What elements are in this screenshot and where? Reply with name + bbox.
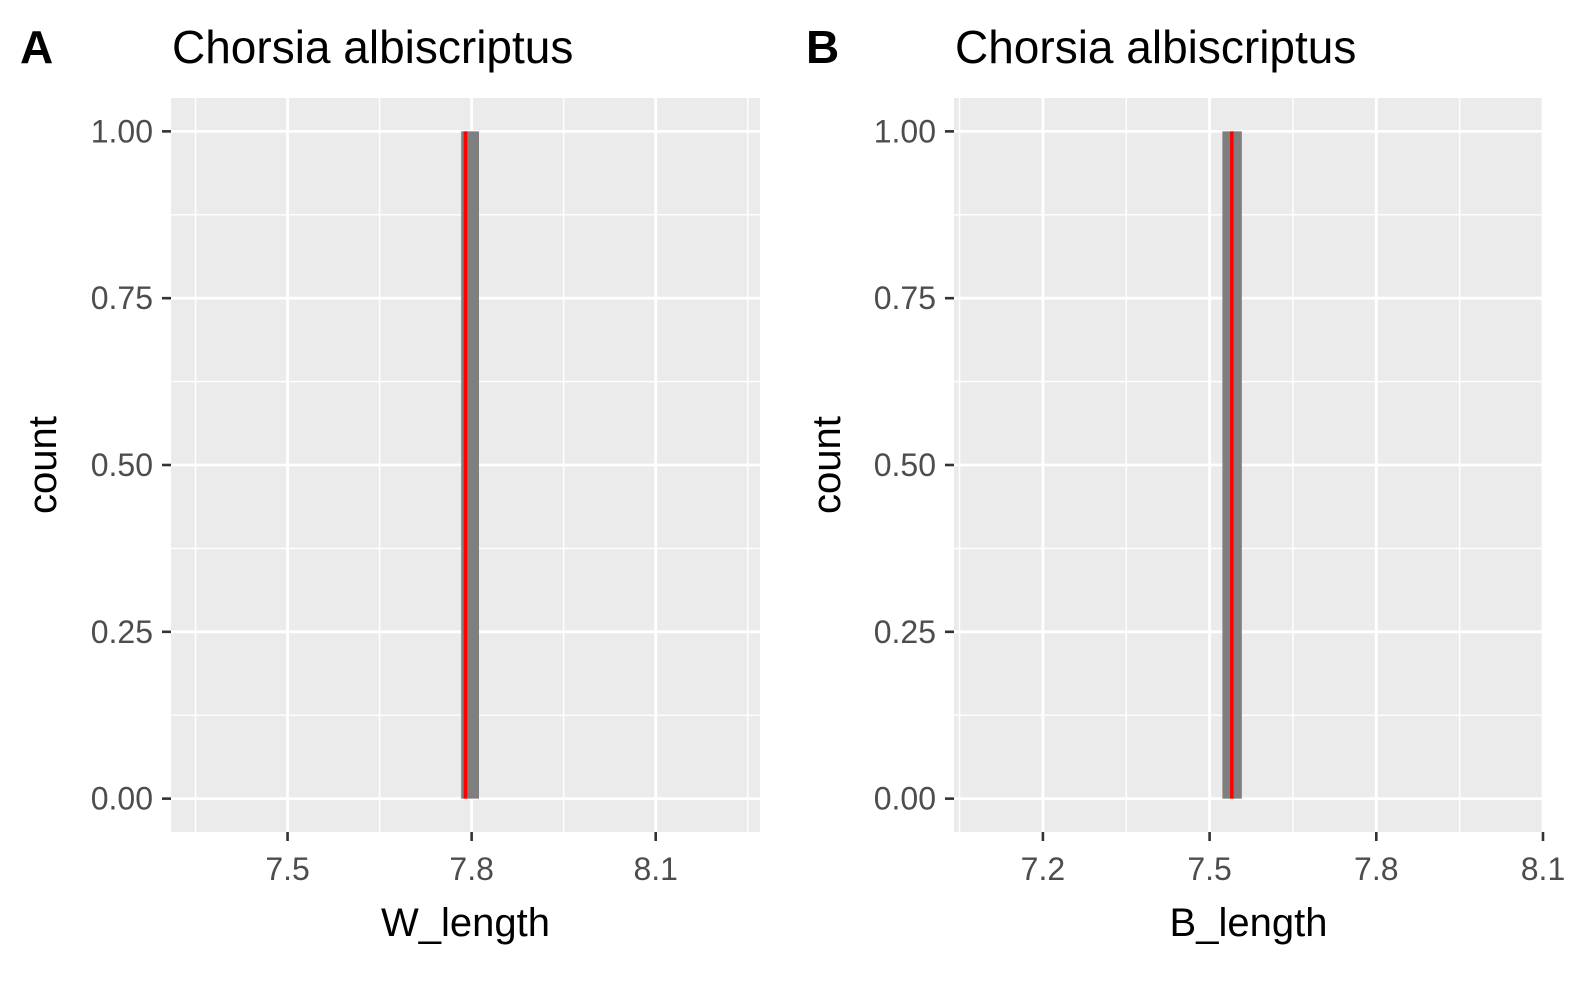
y-tick-label: 0.75 [874,280,936,316]
x-tick-label: 7.2 [1021,851,1065,887]
y-axis-title: count [21,416,65,514]
x-tick-label: 7.5 [1187,851,1231,887]
x-tick-label: 8.1 [1521,851,1565,887]
y-tick-label: 0.25 [91,614,153,650]
panel-b: 0.00 0.25 0.50 0.75 1.00 7.2 7.5 7.8 8.1 B_length… [805,21,1565,945]
y-tick-label: 0.50 [874,447,936,483]
panel-tag: A [20,21,53,73]
x-axis-title: W_length [381,901,550,945]
y-axis-title: count [805,416,849,514]
y-tick-label: 1.00 [91,113,153,149]
y-tick-label: 0.00 [91,781,153,817]
y-tick-label: 0.50 [91,447,153,483]
y-tick-label: 0.00 [874,781,936,817]
panel-a: 0.00 0.25 0.50 0.75 1.00 7.5 7.8 8.1 W_length cou… [20,21,760,945]
x-tick-label: 7.8 [1354,851,1398,887]
y-tick-label: 1.00 [874,113,936,149]
x-tick-label: 8.1 [633,851,677,887]
y-tick-label: 0.25 [874,614,936,650]
chart-title: Chorsia albiscriptus [955,21,1356,73]
x-tick-label: 7.8 [449,851,493,887]
chart-title: Chorsia albiscriptus [172,21,573,73]
x-axis-title: B_length [1170,901,1328,945]
panel-tag: B [806,21,839,73]
x-tick-label: 7.5 [265,851,309,887]
y-tick-label: 0.75 [91,280,153,316]
